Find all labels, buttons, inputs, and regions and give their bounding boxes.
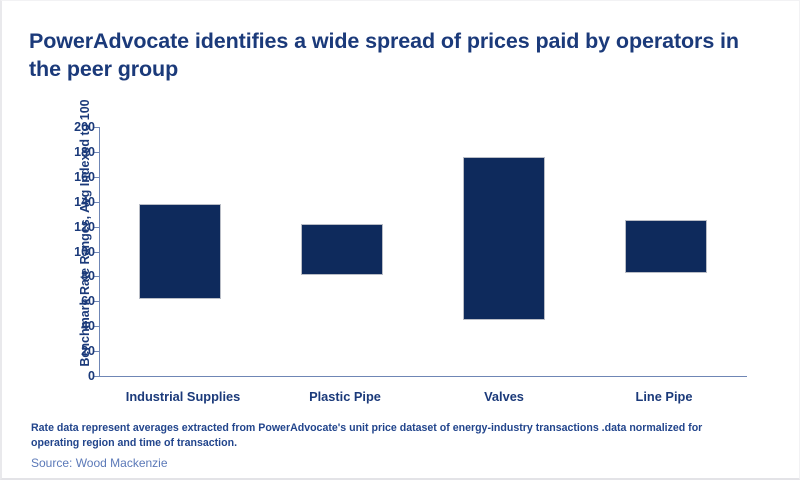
- x-category-label-1: Plastic Pipe: [309, 389, 381, 404]
- y-tick-60: [94, 301, 99, 303]
- y-tick-40: [94, 326, 99, 328]
- page-title: PowerAdvocate identifies a wide spread o…: [29, 29, 739, 81]
- y-tick-140: [94, 201, 99, 203]
- range-bar-chart: Benchmark Rate Ranges, Avg Indexed to 10…: [2, 99, 800, 406]
- y-tick-160: [94, 176, 99, 178]
- x-category-label-2: Valves: [484, 389, 524, 404]
- y-tick-label-120: 120: [74, 219, 95, 234]
- y-tick-80: [94, 276, 99, 278]
- y-tick-120: [94, 226, 99, 228]
- y-tick-label-80: 80: [81, 269, 95, 284]
- y-tick-label-140: 140: [74, 194, 95, 209]
- plot-area: 200 180 160 140 120 100 80 60 40 20 0: [74, 121, 747, 404]
- y-tick-100: [94, 251, 99, 253]
- bar-valves[interactable]: [463, 156, 545, 320]
- bar-line-pipe[interactable]: [625, 220, 707, 273]
- x-category-label-0: Industrial Supplies: [125, 389, 241, 404]
- y-tick-label-0: 0: [88, 369, 95, 383]
- y-tick-label-20: 20: [81, 344, 95, 359]
- y-tick-label-100: 100: [74, 244, 95, 259]
- source-text: Source: Wood Mackenzie: [31, 456, 168, 470]
- bar-industrial-supplies[interactable]: [139, 204, 221, 299]
- y-tick-200: [94, 127, 99, 128]
- y-tick-label-180: 180: [74, 144, 95, 159]
- footnote-text: Rate data represent averages extracted f…: [31, 422, 703, 450]
- x-axis-line: [99, 376, 747, 377]
- x-category-label-3: Line Pipe: [635, 389, 693, 404]
- y-tick-0: [94, 376, 99, 377]
- y-axis-line: [99, 127, 100, 376]
- y-tick-180: [94, 151, 99, 153]
- bar-plastic-pipe[interactable]: [301, 224, 383, 276]
- y-tick-label-200: 200: [74, 120, 95, 134]
- y-tick-label-160: 160: [74, 169, 95, 184]
- y-tick-label-40: 40: [81, 319, 95, 334]
- y-tick-label-60: 60: [81, 294, 95, 309]
- y-tick-20: [94, 351, 99, 353]
